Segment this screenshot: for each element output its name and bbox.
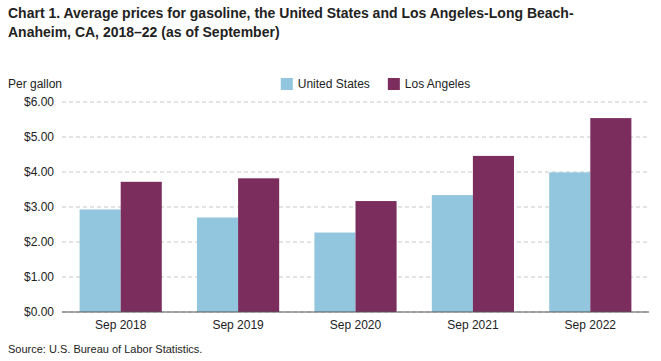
bar bbox=[121, 182, 162, 312]
bar bbox=[80, 209, 121, 312]
grid-line bbox=[62, 312, 649, 313]
legend-swatch bbox=[281, 78, 293, 90]
x-tick-label: Sep 2020 bbox=[330, 318, 382, 332]
legend-label: United States bbox=[298, 77, 370, 91]
grid-line bbox=[62, 137, 649, 138]
y-tick-label: $5.00 bbox=[24, 130, 54, 144]
bars bbox=[80, 118, 632, 312]
bar bbox=[432, 195, 473, 312]
x-tick-label: Sep 2021 bbox=[447, 318, 499, 332]
chart-svg: Chart 1. Average prices for gasoline, th… bbox=[0, 0, 661, 361]
bar bbox=[314, 233, 355, 312]
legend-item: Los Angeles bbox=[388, 77, 470, 91]
y-tick-label: $0.00 bbox=[24, 305, 54, 319]
chart-container: Chart 1. Average prices for gasoline, th… bbox=[0, 0, 661, 361]
bar bbox=[473, 156, 514, 312]
bar bbox=[590, 118, 631, 312]
y-tick-label: $6.00 bbox=[24, 95, 54, 109]
legend-item: United States bbox=[281, 77, 370, 91]
y-tick-label: $2.00 bbox=[24, 235, 54, 249]
source: Source: U.S. Bureau of Labor Statistics. bbox=[8, 343, 202, 355]
title-line: Chart 1. Average prices for gasoline, th… bbox=[8, 5, 574, 21]
x-axis-line bbox=[62, 312, 649, 313]
y-tick-label: $4.00 bbox=[24, 165, 54, 179]
legend-label: Los Angeles bbox=[405, 77, 470, 91]
title-line: Anaheim, CA, 2018–22 (as of September) bbox=[8, 24, 280, 40]
grid bbox=[62, 102, 649, 312]
y-axis-label: Per gallon bbox=[8, 77, 62, 91]
legend-swatch bbox=[388, 78, 400, 90]
bar bbox=[238, 178, 279, 312]
title: Chart 1. Average prices for gasoline, th… bbox=[8, 5, 574, 40]
grid-line bbox=[62, 102, 649, 103]
y-tick-label: $1.00 bbox=[24, 270, 54, 284]
page: {"chart_data": {"type": "bar", "title": … bbox=[0, 0, 661, 361]
bar bbox=[197, 218, 238, 313]
bar bbox=[549, 172, 590, 312]
legend: United States Los Angeles bbox=[281, 77, 470, 91]
x-tick-label: Sep 2022 bbox=[565, 318, 617, 332]
x-tick-label: Sep 2019 bbox=[212, 318, 264, 332]
x-tick-label: Sep 2018 bbox=[95, 318, 147, 332]
y-tick-label: $3.00 bbox=[24, 200, 54, 214]
bar bbox=[356, 201, 397, 312]
